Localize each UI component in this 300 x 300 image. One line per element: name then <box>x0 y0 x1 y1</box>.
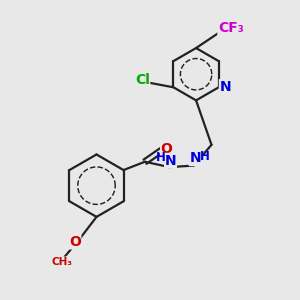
Text: H: H <box>200 150 210 163</box>
Text: N: N <box>165 154 176 168</box>
Text: O: O <box>161 142 172 156</box>
Text: Cl: Cl <box>135 74 150 88</box>
Text: N: N <box>219 80 231 94</box>
Text: O: O <box>69 235 81 249</box>
Text: H: H <box>155 151 165 164</box>
Text: CF₃: CF₃ <box>218 21 244 35</box>
Text: N: N <box>189 152 201 166</box>
Text: CH₃: CH₃ <box>51 257 72 267</box>
